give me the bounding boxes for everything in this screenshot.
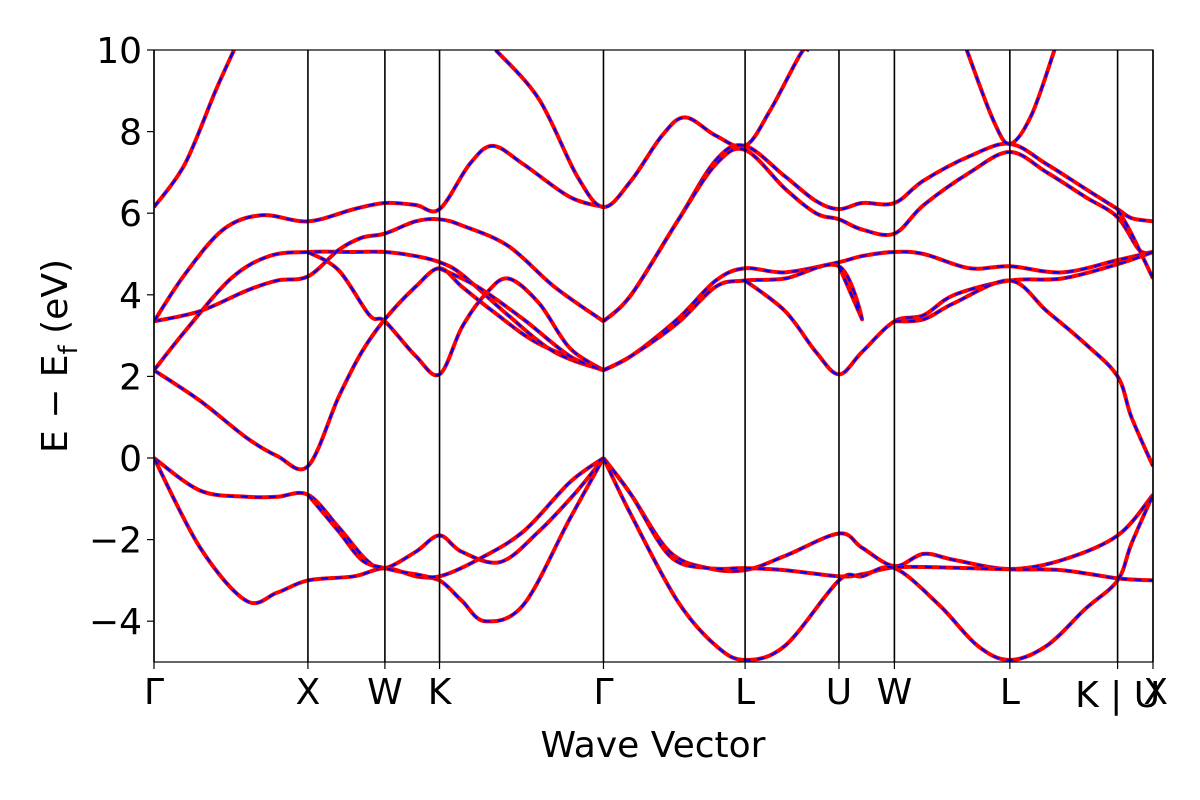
y-tick-label: 4 [119,276,142,317]
band-line-dashed-3 [602,457,1153,573]
y-axis-label-main: E − E [35,354,76,453]
band-line-3 [601,456,1153,574]
x-tick-label: U [826,672,852,713]
y-tick-label: 0 [119,439,142,480]
band-line-dashed-4 [602,457,1153,582]
band-line-dashed-5 [602,457,1153,662]
x-tick-label: W [877,672,913,713]
band-line-dashed-15 [602,147,1153,323]
x-tick-label: Γ [593,672,613,713]
band-line-dashed-2 [307,457,605,579]
band-line-dashed-11 [439,267,604,372]
x-tick-label: L [1000,672,1020,713]
band-line-dashed-13 [494,50,809,209]
x-tick-label: X [296,672,321,713]
band-line-dashed-8 [154,217,605,323]
band-line-0 [154,456,606,571]
y-tick-label: 6 [119,194,142,235]
band-line-dashed-0 [154,457,605,570]
plot-frame [153,49,1154,663]
y-axis-label: E − Ef (eV) [35,259,84,453]
band-line-dashed-9 [154,144,604,322]
bands-layer [154,50,1153,662]
x-tick-label: Γ [144,672,164,713]
x-tick-label: X [1143,672,1168,713]
band-line-dashed-16 [602,250,1153,372]
x-tick-label: L [735,672,755,713]
y-tick-label: 2 [119,357,142,398]
y-tick-label: 10 [96,31,142,72]
y-tick-label: −4 [89,602,142,643]
band-line-dashed-19 [894,279,1153,467]
band-line-2 [306,456,605,580]
band-line-1 [154,457,606,624]
band-line-dashed-6 [154,267,604,471]
y-tick-label: 8 [119,113,142,154]
y-tick-label: −2 [89,521,142,562]
band-line-dashed-10 [307,250,605,377]
y-ticks: 10 8 6 4 2 0 −2 −4 [89,31,154,643]
y-axis-label-sub: f [54,344,84,354]
x-tick-label: K [428,672,453,713]
x-tick-label: K | U [1075,675,1160,716]
band-line-dashed-14 [602,142,1153,323]
band-line-12 [154,50,236,209]
band-line-15 [602,146,1153,323]
x-axis-label: Wave Vector [541,725,766,766]
band-line-dashed-21 [1116,208,1153,279]
y-axis-label-unit: (eV) [35,259,76,345]
band-line-dashed-1 [154,457,605,623]
band-line-dashed-18 [744,250,1153,376]
x-tick-label: W [367,672,403,713]
band-line-dashed-12 [154,50,236,208]
